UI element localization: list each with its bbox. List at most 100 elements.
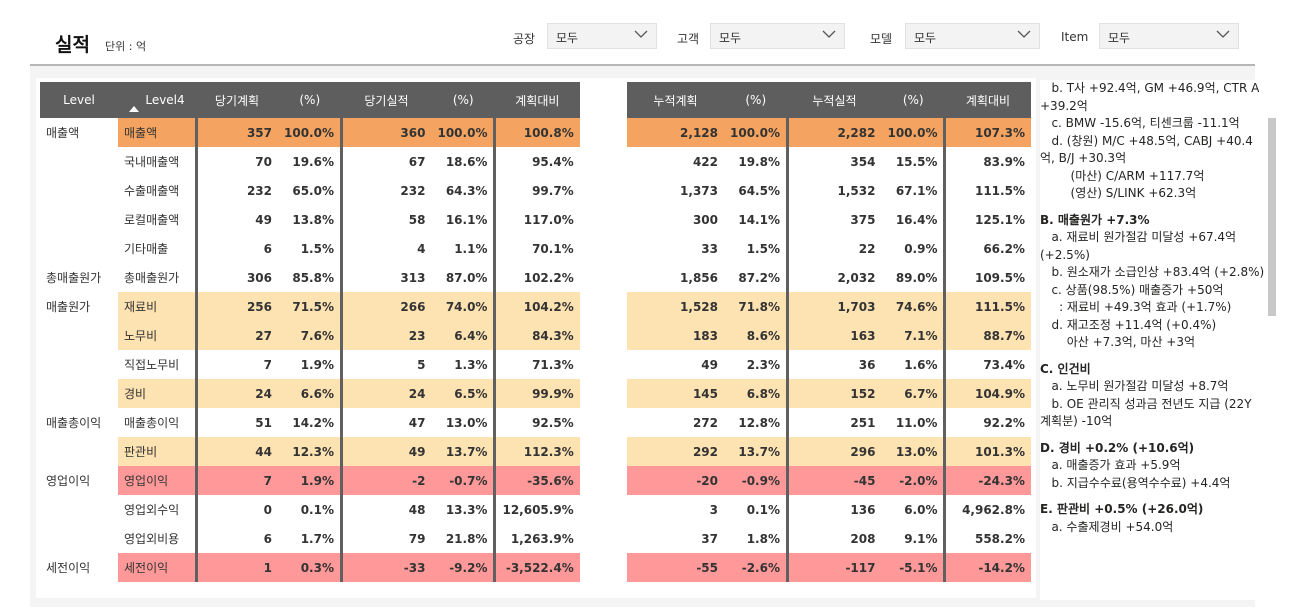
table-row[interactable]: -55 -2.6% -117 -5.1% -14.2%: [627, 553, 1031, 582]
cumulative-plan-pct-cell: 87.2%: [738, 270, 780, 285]
cumulative-actual-pct-cell: 1.6%: [904, 357, 938, 372]
table-row[interactable]: 경비 24 6.6% 24 6.5% 99.9%: [40, 379, 580, 408]
column-header-current-plan[interactable]: 당기계획: [196, 82, 278, 118]
column-header-cumulative-actual-pct[interactable]: (%): [881, 82, 945, 118]
cumulative-plan-pct-cell: 64.5%: [738, 183, 780, 198]
column-header-cumulative-actual[interactable]: 누적실적: [787, 82, 882, 118]
current-actual-cell: 49: [339, 437, 432, 466]
current-plan-pct-cell: 65.0%: [292, 183, 334, 198]
table-row[interactable]: 기타매출 6 1.5% 4 1.1% 70.1%: [40, 234, 580, 263]
table-row[interactable]: -20 -0.9% -45 -2.0% -24.3%: [627, 466, 1031, 495]
table-row[interactable]: 영업이익 영업이익 7 1.9% -2 -0.7% -35.6%: [40, 466, 580, 495]
row-level4-cell: 노무비: [118, 321, 196, 350]
filter-item-dropdown[interactable]: 모두: [1099, 23, 1239, 49]
table-row[interactable]: 영업외수익 0 0.1% 48 13.3% 12,605.9%: [40, 495, 580, 524]
commentary-heading: E. 판관비 +0.5% (+26.0억): [1040, 502, 1204, 516]
table-row[interactable]: 총매출원가 총매출원가 306 85.8% 313 87.0% 102.2%: [40, 263, 580, 292]
cumulative-vs-plan-cell: 73.4%: [943, 350, 1031, 379]
current-plan-pct-cell: 14.2%: [292, 415, 334, 430]
table-row[interactable]: 1,373 64.5% 1,532 67.1% 111.5%: [627, 176, 1031, 205]
table-row[interactable]: 세전이익 세전이익 1 0.3% -33 -9.2% -3,522.4%: [40, 553, 580, 582]
table-row[interactable]: 183 8.6% 163 7.1% 88.7%: [627, 321, 1031, 350]
table-row[interactable]: 국내매출액 70 19.6% 67 18.6% 95.4%: [40, 147, 580, 176]
cumulative-plan-cell: 272: [692, 415, 718, 430]
table-row[interactable]: 3 0.1% 136 6.0% 4,962.8%: [627, 495, 1031, 524]
cumulative-actual-pct-cell: 13.0%: [881, 437, 945, 466]
table-row[interactable]: 매출총이익 매출총이익 51 14.2% 47 13.0% 92.5%: [40, 408, 580, 437]
current-actual-cell: 58: [339, 205, 432, 234]
row-level-cell: [40, 379, 118, 408]
current-plan-pct-cell: 1.9%: [300, 357, 334, 372]
table-row[interactable]: 300 14.1% 375 16.4% 125.1%: [627, 205, 1031, 234]
cumulative-vs-plan-cell: 88.7%: [943, 321, 1031, 350]
report-header: 실적 단위 : 억 공장 모두 고객 모두 모델 모두 Item 모두: [0, 0, 1290, 66]
current-vs-plan-cell: 12,605.9%: [493, 495, 580, 524]
chevron-down-icon: [822, 30, 836, 38]
row-level-cell: [40, 495, 118, 524]
current-actual-pct-cell: 6.5%: [431, 379, 495, 408]
cumulative-vs-plan-cell: -14.2%: [943, 553, 1031, 582]
column-header-cumulative-plan[interactable]: 누적계획: [627, 82, 724, 118]
current-plan-cell: 6: [194, 524, 278, 553]
table-row[interactable]: 판관비 44 12.3% 49 13.7% 112.3%: [40, 437, 580, 466]
row-level-cell: [40, 524, 118, 553]
row-level-cell: [40, 205, 118, 234]
table-row[interactable]: 매출원가 재료비 256 71.5% 266 74.0% 104.2%: [40, 292, 580, 321]
current-actual-cell: 67: [339, 147, 432, 176]
table-row[interactable]: 1,856 87.2% 2,032 89.0% 109.5%: [627, 263, 1031, 292]
table-row[interactable]: 노무비 27 7.6% 23 6.4% 84.3%: [40, 321, 580, 350]
commentary-textbox[interactable]: b. T사 +92.4억, GM +46.9억, CTR A +39.2억 c.…: [1040, 80, 1265, 600]
table-row[interactable]: 33 1.5% 22 0.9% 66.2%: [627, 234, 1031, 263]
commentary-line: a. 수출제경비 +54.0억: [1040, 519, 1174, 534]
table-row[interactable]: 272 12.8% 251 11.0% 92.2%: [627, 408, 1031, 437]
cumulative-vs-plan-cell: 111.5%: [943, 292, 1031, 321]
cumulative-plan-cell: 300: [692, 212, 718, 227]
table-row[interactable]: 422 19.8% 354 15.5% 83.9%: [627, 147, 1031, 176]
table-row[interactable]: 292 13.7% 296 13.0% 101.3%: [627, 437, 1031, 466]
row-level-cell: [40, 176, 118, 205]
cumulative-plan-pct-cell: 0.1%: [746, 502, 780, 517]
current-plan-cell: 7: [194, 350, 278, 379]
cumulative-actual-pct-cell: 67.1%: [895, 183, 938, 198]
table-row[interactable]: 49 2.3% 36 1.6% 73.4%: [627, 350, 1031, 379]
commentary-line: b. OE 관리직 성과금 전년도 지급 (22Y 계획분) -10억: [1040, 396, 1256, 429]
matrix-header-row: 누적계획 (%) 누적실적 (%) 계획대비: [627, 82, 1031, 118]
row-level4-cell: 국내매출액: [124, 155, 180, 169]
current-plan-pct-cell: 1.5%: [300, 241, 334, 256]
filter-factory-dropdown[interactable]: 모두: [547, 23, 657, 49]
table-row[interactable]: 37 1.8% 208 9.1% 558.2%: [627, 524, 1031, 553]
commentary-scrollbar[interactable]: [1268, 118, 1276, 316]
table-row[interactable]: 매출액 매출액 357 100.0% 360 100.0% 100.8%: [40, 118, 580, 147]
column-header-level4[interactable]: Level4: [118, 82, 196, 118]
column-header-actual-pct[interactable]: (%): [431, 82, 495, 118]
cumulative-plan-cell: 292: [627, 437, 724, 466]
cumulative-vs-plan-cell: 109.5%: [943, 263, 1031, 292]
current-vs-plan-cell: 84.3%: [493, 321, 580, 350]
current-vs-plan-cell: -35.6%: [493, 466, 580, 495]
table-row[interactable]: 2,128 100.0% 2,282 100.0% 107.3%: [627, 118, 1031, 147]
column-header-current-actual[interactable]: 당기실적: [341, 82, 432, 118]
current-actual-cell: 24: [339, 379, 432, 408]
current-actual-cell: 48: [339, 495, 432, 524]
table-row[interactable]: 1,528 71.8% 1,703 74.6% 111.5%: [627, 292, 1031, 321]
column-header-cumulative-plan-pct[interactable]: (%): [724, 82, 788, 118]
column-header-cumulative-vs-plan[interactable]: 계획대비: [944, 82, 1031, 118]
cumulative-vs-plan-cell: 107.3%: [943, 118, 1031, 147]
table-row[interactable]: 직접노무비 7 1.9% 5 1.3% 71.3%: [40, 350, 580, 379]
filter-label-customer: 고객: [677, 32, 700, 46]
cumulative-plan-cell: 145: [627, 379, 724, 408]
current-plan-cell: 7: [194, 466, 278, 495]
cumulative-plan-cell: 1,373: [680, 183, 718, 198]
current-actual-cell: 360: [339, 118, 432, 147]
table-row[interactable]: 영업외비용 6 1.7% 79 21.8% 1,263.9%: [40, 524, 580, 553]
filter-customer-dropdown[interactable]: 모두: [710, 23, 845, 49]
table-row[interactable]: 145 6.8% 152 6.7% 104.9%: [627, 379, 1031, 408]
table-row[interactable]: 수출매출액 232 65.0% 232 64.3% 99.7%: [40, 176, 580, 205]
column-header-level[interactable]: Level: [40, 82, 118, 118]
filter-factory-value: 모두: [556, 31, 579, 45]
filter-model-dropdown[interactable]: 모두: [905, 23, 1040, 49]
column-header-plan-pct[interactable]: (%): [278, 82, 342, 118]
table-row[interactable]: 로컬매출액 49 13.8% 58 16.1% 117.0%: [40, 205, 580, 234]
cumulative-actual-cell: -117: [785, 553, 882, 582]
column-header-vs-plan[interactable]: 계획대비: [494, 82, 580, 118]
